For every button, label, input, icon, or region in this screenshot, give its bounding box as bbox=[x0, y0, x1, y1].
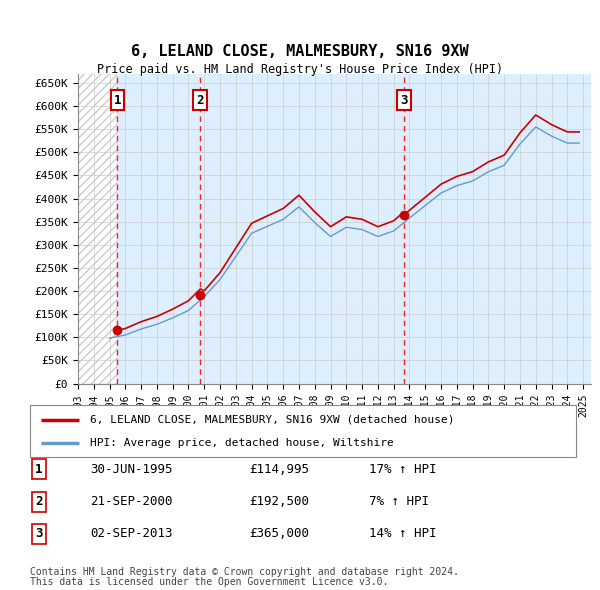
Text: 2: 2 bbox=[35, 495, 43, 508]
Text: 17% ↑ HPI: 17% ↑ HPI bbox=[369, 463, 437, 476]
Text: 7% ↑ HPI: 7% ↑ HPI bbox=[369, 495, 429, 508]
Text: 3: 3 bbox=[35, 527, 43, 540]
Text: HPI: Average price, detached house, Wiltshire: HPI: Average price, detached house, Wilt… bbox=[90, 438, 394, 448]
Text: 02-SEP-2013: 02-SEP-2013 bbox=[90, 527, 173, 540]
Text: 21-SEP-2000: 21-SEP-2000 bbox=[90, 495, 173, 508]
Text: £365,000: £365,000 bbox=[249, 527, 309, 540]
Text: 1: 1 bbox=[35, 463, 43, 476]
Text: £114,995: £114,995 bbox=[249, 463, 309, 476]
Text: Contains HM Land Registry data © Crown copyright and database right 2024.: Contains HM Land Registry data © Crown c… bbox=[30, 567, 459, 577]
Text: 3: 3 bbox=[401, 94, 408, 107]
Text: 2: 2 bbox=[197, 94, 204, 107]
Text: 1: 1 bbox=[114, 94, 121, 107]
Text: £192,500: £192,500 bbox=[249, 495, 309, 508]
Text: 6, LELAND CLOSE, MALMESBURY, SN16 9XW (detached house): 6, LELAND CLOSE, MALMESBURY, SN16 9XW (d… bbox=[90, 415, 455, 425]
Bar bbox=[78, 74, 118, 384]
Text: 30-JUN-1995: 30-JUN-1995 bbox=[90, 463, 173, 476]
Text: This data is licensed under the Open Government Licence v3.0.: This data is licensed under the Open Gov… bbox=[30, 577, 388, 587]
Text: 6, LELAND CLOSE, MALMESBURY, SN16 9XW: 6, LELAND CLOSE, MALMESBURY, SN16 9XW bbox=[131, 44, 469, 59]
Text: 14% ↑ HPI: 14% ↑ HPI bbox=[369, 527, 437, 540]
Text: Price paid vs. HM Land Registry's House Price Index (HPI): Price paid vs. HM Land Registry's House … bbox=[97, 63, 503, 76]
Bar bbox=[78, 74, 118, 384]
